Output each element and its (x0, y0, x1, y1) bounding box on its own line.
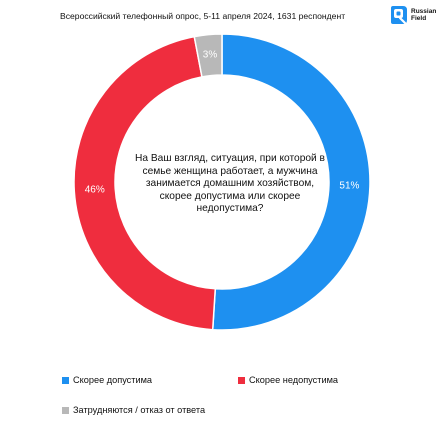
data-label-undecided: 3% (203, 50, 218, 61)
survey-caption: Всероссийский телефонный опрос, 5-11 апр… (60, 11, 346, 21)
chart-center-question: На Ваш взгляд, ситуация, при которой в с… (135, 153, 325, 215)
donut-slice-undecided (193, 33, 223, 78)
russian-field-logo-icon (391, 6, 407, 25)
donut-slice-likely-acceptable (211, 33, 371, 331)
data-label-likely-unacceptable: 46% (85, 185, 105, 196)
brand: Russian Field (390, 5, 440, 27)
data-label-likely-acceptable: 51% (339, 181, 359, 192)
donut-slice-likely-unacceptable (73, 35, 217, 331)
brand-name: Russian Field (411, 8, 437, 22)
